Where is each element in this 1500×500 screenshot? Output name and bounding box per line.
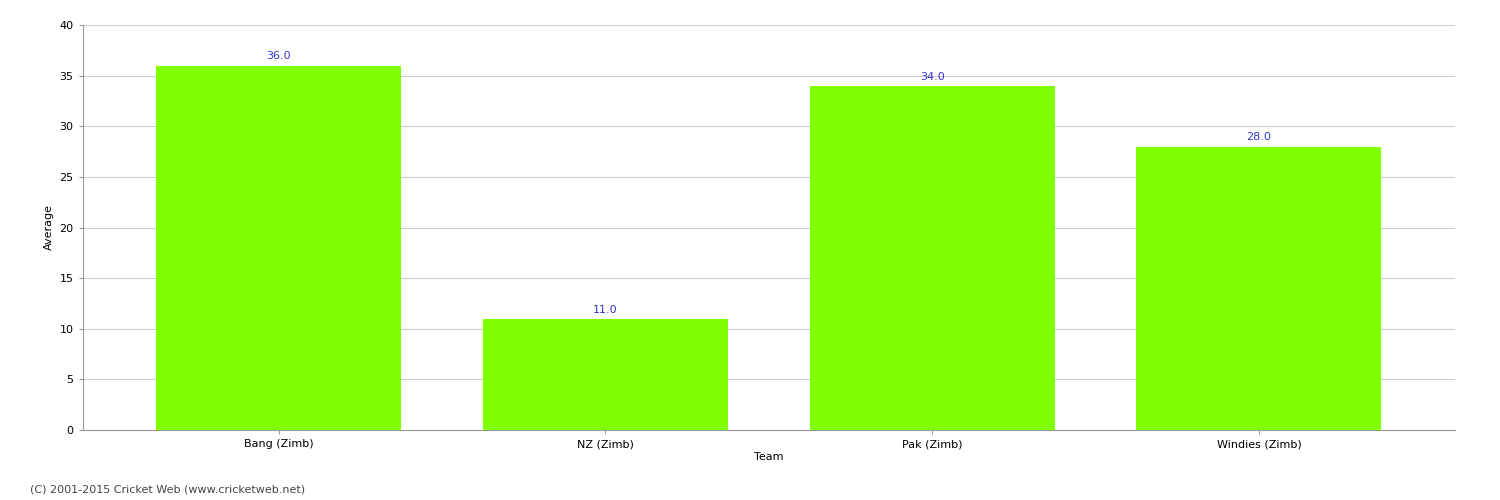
Text: 36.0: 36.0 bbox=[267, 52, 291, 62]
Bar bbox=[810, 86, 1054, 430]
Text: 34.0: 34.0 bbox=[920, 72, 945, 82]
Y-axis label: Average: Average bbox=[44, 204, 54, 250]
Bar bbox=[483, 318, 728, 430]
Text: (C) 2001-2015 Cricket Web (www.cricketweb.net): (C) 2001-2015 Cricket Web (www.cricketwe… bbox=[30, 485, 305, 495]
Text: 11.0: 11.0 bbox=[592, 304, 618, 314]
Bar bbox=[1137, 146, 1382, 430]
Bar bbox=[156, 66, 401, 430]
Text: 28.0: 28.0 bbox=[1246, 132, 1272, 142]
X-axis label: Team: Team bbox=[754, 452, 783, 462]
